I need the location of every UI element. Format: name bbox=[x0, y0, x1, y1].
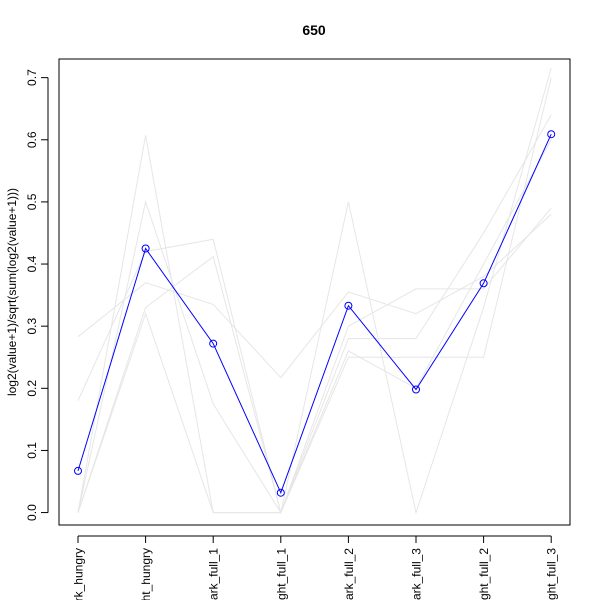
x-tick-label-light_full_3: light_full_3 bbox=[545, 548, 559, 600]
y-tick-label: 0.1 bbox=[25, 442, 39, 459]
highlight-series-group bbox=[74, 130, 556, 497]
highlight-series-line bbox=[77, 133, 552, 495]
x-tick-label-dark_full_1: dark_full_1 bbox=[207, 548, 221, 600]
x-tick-label-dark_hungry: dark_hungry bbox=[72, 548, 86, 600]
highlight-point-dark_full_3 bbox=[412, 385, 420, 394]
x-tick-label-light_full_1: light_full_1 bbox=[274, 548, 288, 600]
highlight-point-light_full_2 bbox=[479, 279, 488, 288]
x-axis: dark_hungry light_hungry dark_full_1 light_… bbox=[72, 535, 559, 600]
highlight-point-light_full_1 bbox=[276, 488, 285, 497]
x-tick-label-dark_full_3: dark_full_3 bbox=[410, 548, 424, 600]
chart-title: 650 bbox=[302, 22, 326, 38]
background-series-line-2 bbox=[77, 114, 552, 514]
y-axis: 0.0 0.1 0.2 0.3 0.4 0.5 0.6 0.7 bbox=[25, 69, 49, 521]
background-series-line-4 bbox=[77, 213, 552, 379]
highlight-point-dark_full_2 bbox=[344, 301, 353, 310]
y-tick-label: 0.3 bbox=[25, 318, 39, 335]
highlight-point-light_hungry bbox=[141, 244, 150, 253]
x-tick-label-light_full_2: light_full_2 bbox=[477, 548, 491, 600]
background-series-group bbox=[77, 68, 552, 515]
y-axis-label: log2(value+1)/sqrt(sum(log2(value+1))) bbox=[5, 188, 19, 396]
highlight-point-light_full_3 bbox=[547, 130, 556, 139]
x-tick-label-dark_full_2: dark_full_2 bbox=[342, 548, 356, 600]
y-tick-label: 0.2 bbox=[25, 380, 39, 397]
y-tick-label: 0.7 bbox=[25, 69, 39, 86]
x-tick-label-light_hungry: light_hungry bbox=[139, 548, 153, 600]
background-series-line-3 bbox=[77, 77, 552, 515]
y-tick-label: 0.6 bbox=[25, 131, 39, 148]
background-series-line-6 bbox=[77, 139, 552, 514]
background-series-line-1 bbox=[77, 68, 552, 515]
y-tick-label: 0.5 bbox=[25, 193, 39, 210]
y-tick-label: 0.0 bbox=[25, 504, 39, 521]
background-series-line-5 bbox=[77, 207, 552, 515]
plot-frame bbox=[58, 58, 571, 526]
highlight-point-dark_hungry bbox=[74, 466, 82, 475]
highlight-point-dark_full_1 bbox=[209, 339, 218, 348]
y-tick-label: 0.4 bbox=[25, 255, 39, 272]
